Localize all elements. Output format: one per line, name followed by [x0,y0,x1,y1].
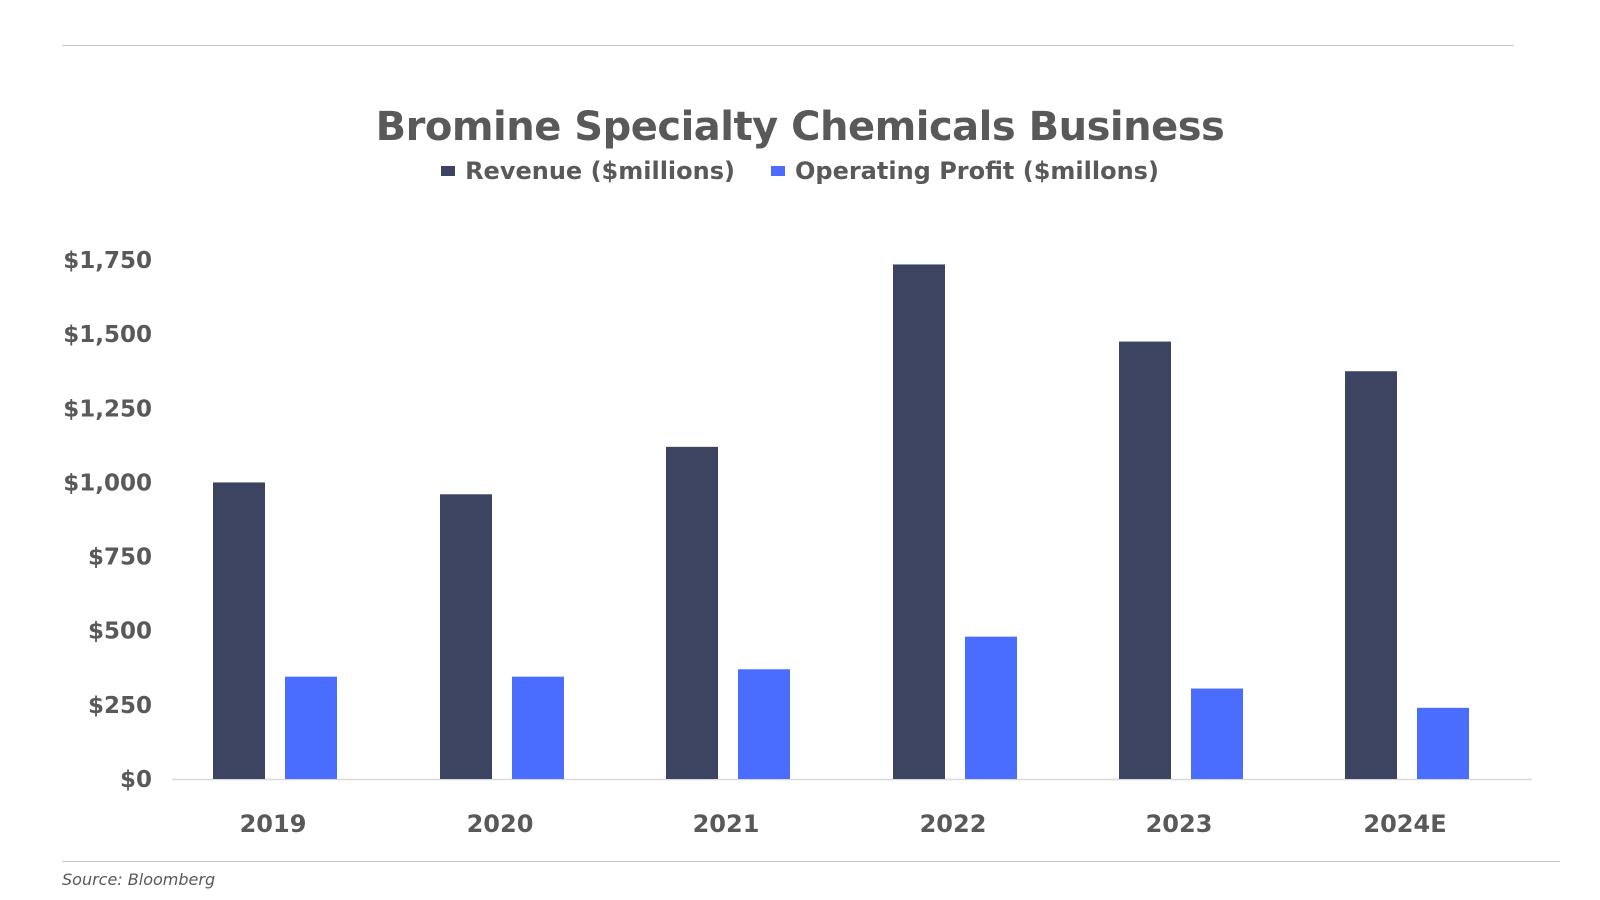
bar-operating-profit [1417,707,1469,779]
bar-revenue [893,264,945,779]
legend-item-operating-profit: Operating Profit ($millons) [770,157,1159,185]
y-tick-label: $0 [120,767,152,793]
y-tick-label: $1,750 [63,248,152,274]
bar-revenue [1345,371,1397,779]
bar-operating-profit [1191,688,1243,779]
bar-operating-profit [512,676,564,779]
legend-label-revenue: Revenue ($millions) [465,157,735,185]
x-category-label: 2022 [920,810,987,838]
bar-operating-profit [965,636,1017,779]
x-category-label: 2023 [1146,810,1213,838]
source-note: Source: Bloomberg [62,870,216,889]
y-tick-label: $250 [88,693,152,719]
bar-revenue [666,446,718,779]
y-tick-label: $500 [88,619,152,645]
legend-item-revenue: Revenue ($millions) [441,157,735,185]
legend-label-operating-profit: Operating Profit ($millons) [794,157,1159,185]
legend-swatch-revenue [441,166,456,176]
y-tick-label: $1,500 [63,322,152,348]
y-tick-label: $750 [88,545,152,571]
legend-swatch-operating-profit [770,166,785,176]
chart-title: Bromine Specialty Chemicals Business [375,104,1225,150]
chart-legend: Revenue ($millions) Operating Profit ($m… [0,157,1600,185]
bottom-divider [62,861,1560,862]
y-tick-label: $1,000 [63,470,152,496]
top-divider [62,45,1514,46]
x-category-label: 2019 [240,810,307,838]
bar-revenue [440,494,492,779]
y-tick-label: $1,250 [63,396,152,422]
x-category-label: 2021 [693,810,760,838]
bar-operating-profit [285,676,337,779]
bar-revenue [213,482,265,779]
bar-operating-profit [738,669,790,779]
bar-revenue [1119,341,1171,779]
x-category-label: 2024E [1363,810,1446,838]
x-category-label: 2020 [467,810,534,838]
